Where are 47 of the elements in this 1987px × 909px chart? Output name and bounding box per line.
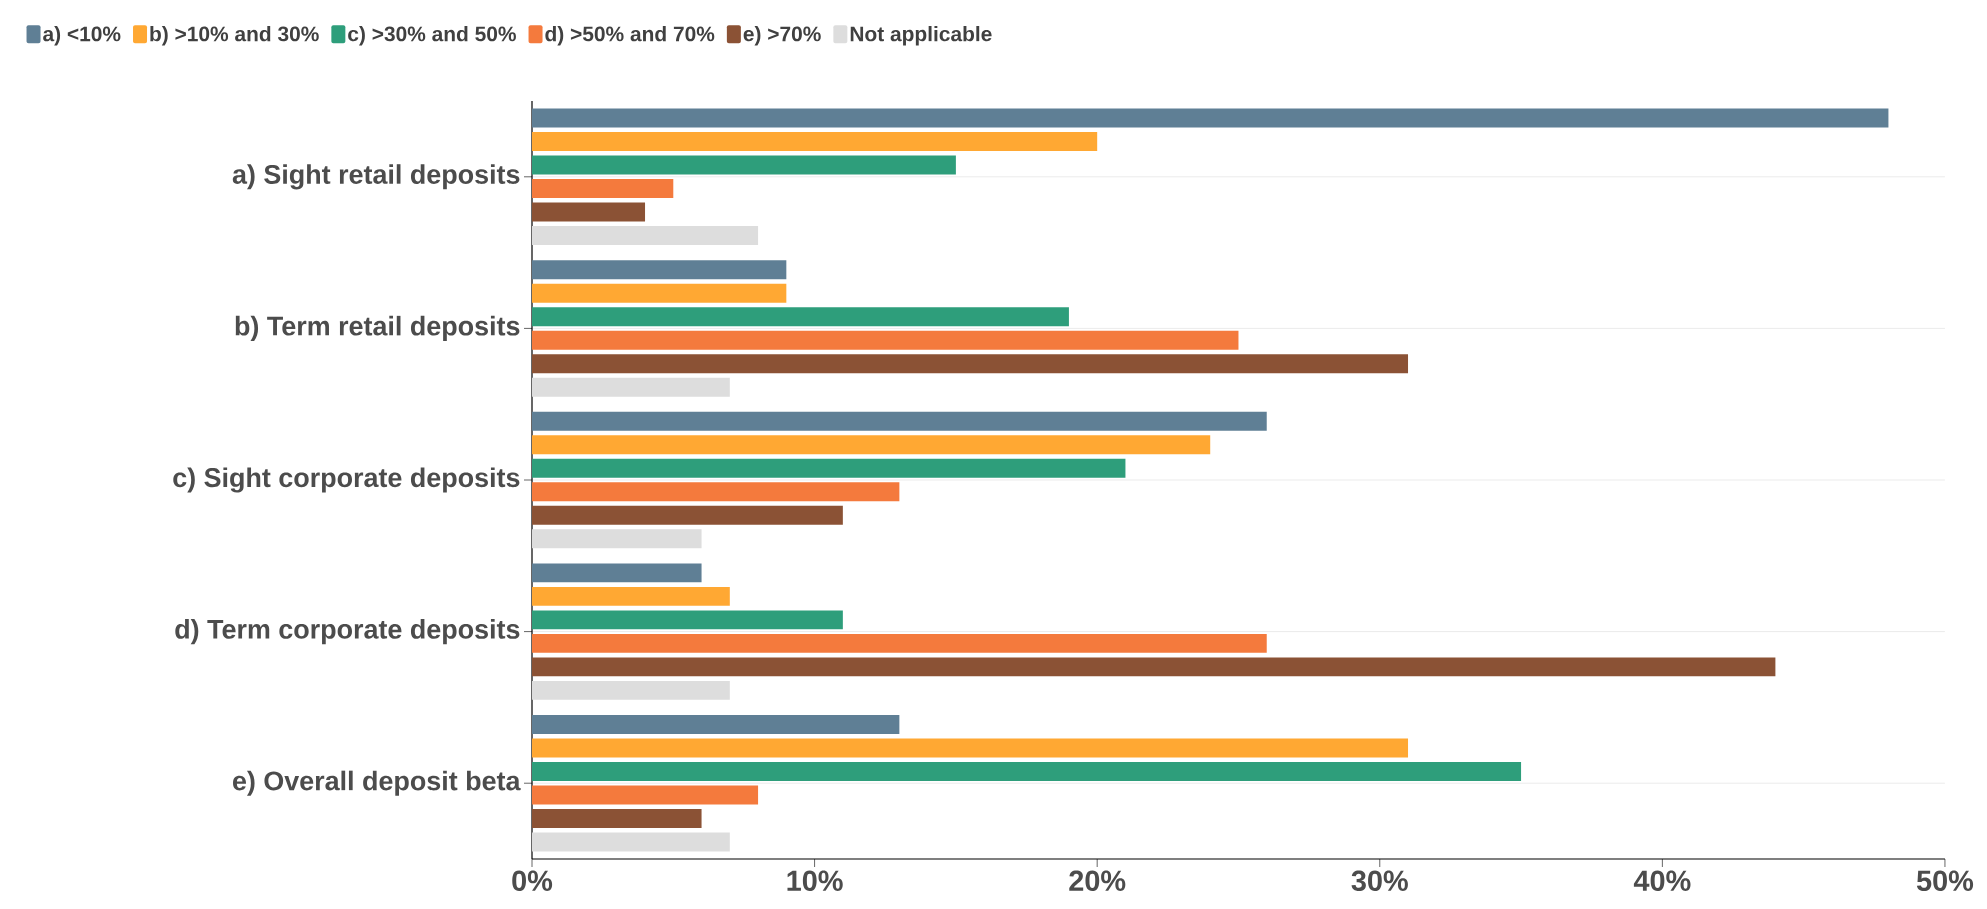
x-tick-label: 40% [1633, 870, 1691, 891]
bar [532, 529, 702, 549]
bar [532, 108, 1889, 128]
bar [532, 132, 1098, 152]
bar [532, 680, 730, 700]
legend-label: c) >30% and 50% [348, 25, 516, 46]
bar [532, 586, 730, 606]
bar [532, 307, 1069, 327]
y-tick-label: c) Sight corporate deposits [173, 467, 520, 493]
bar [532, 610, 843, 630]
y-tick-label: a) Sight retail deposits [232, 164, 520, 190]
bar [532, 283, 787, 303]
y-tick-label: e) Overall deposit beta [233, 770, 521, 796]
bar [532, 458, 1126, 478]
bar [532, 330, 1239, 350]
bar [532, 832, 730, 852]
bar [532, 808, 702, 828]
bar [532, 435, 1211, 455]
bar [532, 657, 1776, 677]
bar [532, 785, 759, 805]
bar [532, 260, 787, 280]
bar [532, 411, 1267, 431]
bar [532, 563, 702, 583]
bar [532, 155, 956, 175]
bar [532, 377, 730, 397]
bar [532, 179, 674, 199]
bar [532, 714, 900, 734]
legend-label: e) >70% [743, 25, 821, 46]
x-tick-label: 50% [1916, 870, 1974, 891]
legend-label: Not applicable [850, 25, 992, 46]
bar [532, 633, 1267, 653]
legend-label: d) >50% and 70% [545, 25, 715, 46]
x-tick-label: 0% [512, 870, 553, 891]
y-tick-label: b) Term retail deposits [235, 315, 520, 341]
x-tick-label: 10% [787, 870, 843, 891]
bar [532, 482, 900, 502]
bar [532, 505, 843, 525]
bar [532, 761, 1522, 781]
y-tick-label: d) Term corporate deposits [175, 619, 520, 645]
bar [532, 226, 759, 246]
bar [532, 738, 1409, 758]
x-tick-label: 30% [1351, 870, 1408, 892]
bar [532, 202, 646, 222]
x-tick-label: 20% [1069, 870, 1126, 891]
legend-label: b) >10% and 30% [150, 25, 319, 46]
bar [532, 354, 1409, 374]
legend-label: a) <10% [43, 25, 121, 46]
